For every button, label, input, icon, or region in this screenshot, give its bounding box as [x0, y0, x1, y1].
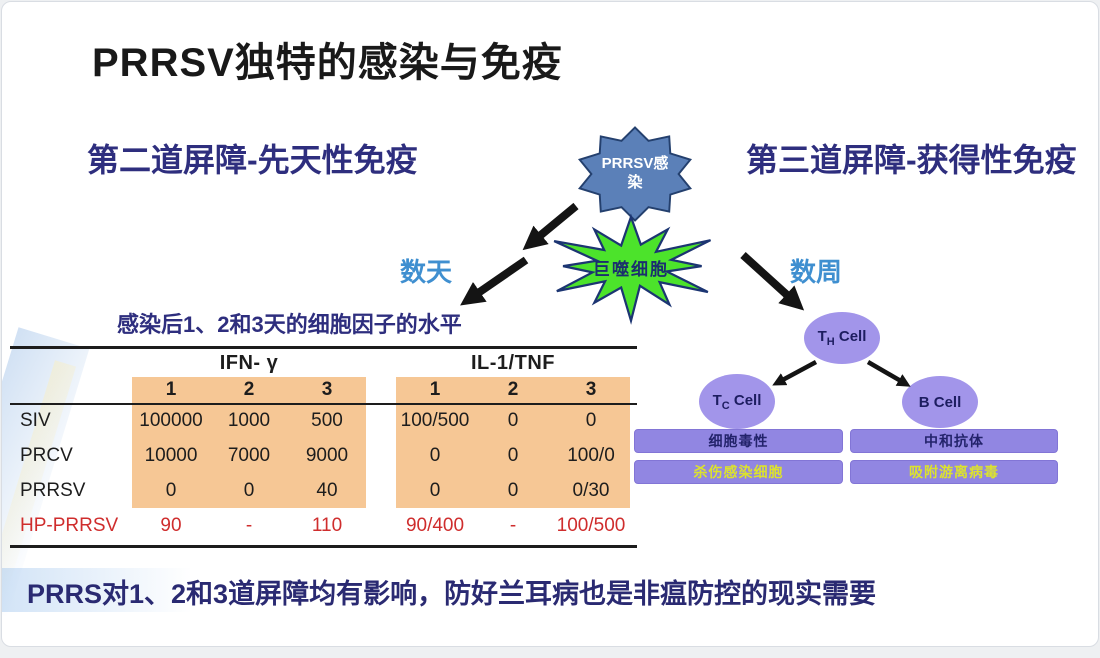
thcell-to-tccell-arrow: [772, 360, 818, 386]
table-cell: 100/500: [556, 514, 626, 536]
table-row-label: PRRSV: [20, 479, 86, 501]
table-row-label: PRCV: [20, 444, 73, 466]
b-cell-label: B Cell: [918, 393, 962, 411]
table-grid: IFN- γ IL-1/TNF 1 2 3 1 2 3 SIV 100000 1…: [12, 349, 630, 543]
day-header: 1: [132, 377, 210, 403]
explosion-shape: [553, 213, 712, 325]
table-cell: 40: [288, 473, 366, 508]
table-cell: 0/30: [552, 473, 630, 508]
table-cell-gap: [366, 349, 396, 377]
group-header-ifn-gamma: IFN- γ: [219, 351, 279, 374]
slide-title: PRRSV独特的感染与免疫: [92, 41, 563, 85]
macrophage-node: 巨噬细胞: [517, 208, 745, 326]
table-cell-empty: [12, 377, 132, 403]
day-header: 2: [210, 377, 288, 403]
table-cell: -: [245, 514, 253, 536]
table-cell: 0: [210, 473, 288, 508]
macrophage-to-thcell-arrow: [740, 252, 805, 311]
ten-point-star-shape: [577, 126, 693, 222]
table-cell: 100000: [132, 403, 210, 438]
day-header: 2: [474, 377, 552, 403]
table-cell: 0: [474, 403, 552, 438]
table-cell: 110: [311, 514, 343, 536]
table-cell: -: [509, 514, 517, 536]
b-function-bar-adsorb-free-virus: 吸附游离病毒: [850, 460, 1058, 484]
table-cell: 90/400: [405, 514, 465, 536]
day-header: 1: [396, 377, 474, 403]
table-cell: 90: [160, 514, 182, 536]
th-cell-node: TH Cell: [804, 312, 880, 364]
table-cell: 0: [396, 438, 474, 473]
weeks-label: 数周: [790, 257, 843, 287]
day-header: 3: [288, 377, 366, 403]
table-cell: 10000: [132, 438, 210, 473]
cytokine-table-title: 感染后1、2和3天的细胞因子的水平: [117, 312, 462, 337]
group-header-il1-tnf: IL-1/TNF: [471, 351, 555, 374]
table-cell: 0: [552, 403, 630, 438]
table-cell: 0: [474, 473, 552, 508]
table-cell-gap: [366, 438, 396, 473]
slide-card: PRRSV独特的感染与免疫 第二道屏障-先天性免疫 第三道屏障-获得性免疫 PR…: [1, 1, 1099, 647]
table-cell: 100/500: [396, 403, 474, 438]
b-cell-node: B Cell: [902, 376, 978, 428]
table-row-label: HP-PRRSV: [20, 514, 119, 536]
th-cell-label: TH Cell: [817, 328, 867, 348]
table-bottom-rule: [10, 545, 637, 548]
table-top-rule: [10, 346, 637, 349]
table-cell: 0: [474, 438, 552, 473]
table-cell: 7000: [210, 438, 288, 473]
table-cell-gap: [366, 473, 396, 508]
days-label: 数天: [400, 257, 453, 287]
innate-immunity-heading: 第二道屏障-先天性免疫: [87, 142, 418, 178]
day-header: 3: [552, 377, 630, 403]
conclusion-text: PRRS对1、2和3道屏障均有影响，防好兰耳病也是非瘟防控的现实需要: [27, 579, 877, 609]
table-cell-gap: [366, 377, 396, 403]
cytokine-table: IFN- γ IL-1/TNF 1 2 3 1 2 3 SIV 100000 1…: [10, 346, 637, 548]
table-cell-gap: [366, 508, 396, 543]
table-cell: 500: [288, 403, 366, 438]
thcell-to-bcell-arrow: [866, 360, 911, 387]
tc-function-bar-kill-infected-cells: 杀伤感染细胞: [634, 460, 843, 484]
table-cell: 1000: [210, 403, 288, 438]
table-cell: 0: [396, 473, 474, 508]
table-cell: 100/0: [552, 438, 630, 473]
tc-cell-node: TC Cell: [699, 374, 775, 429]
table-cell: 9000: [288, 438, 366, 473]
table-cell: 0: [132, 473, 210, 508]
tc-function-bar-cytotoxicity: 细胞毒性: [634, 429, 843, 453]
table-mid-rule: [10, 403, 637, 405]
tc-cell-label: TC Cell: [712, 391, 762, 412]
table-cell-empty: [12, 349, 132, 377]
acquired-immunity-heading: 第三道屏障-获得性免疫: [746, 142, 1077, 178]
table-row-label: SIV: [20, 409, 51, 431]
b-function-bar-neutralizing-antibody: 中和抗体: [850, 429, 1058, 453]
table-cell-gap: [366, 403, 396, 438]
